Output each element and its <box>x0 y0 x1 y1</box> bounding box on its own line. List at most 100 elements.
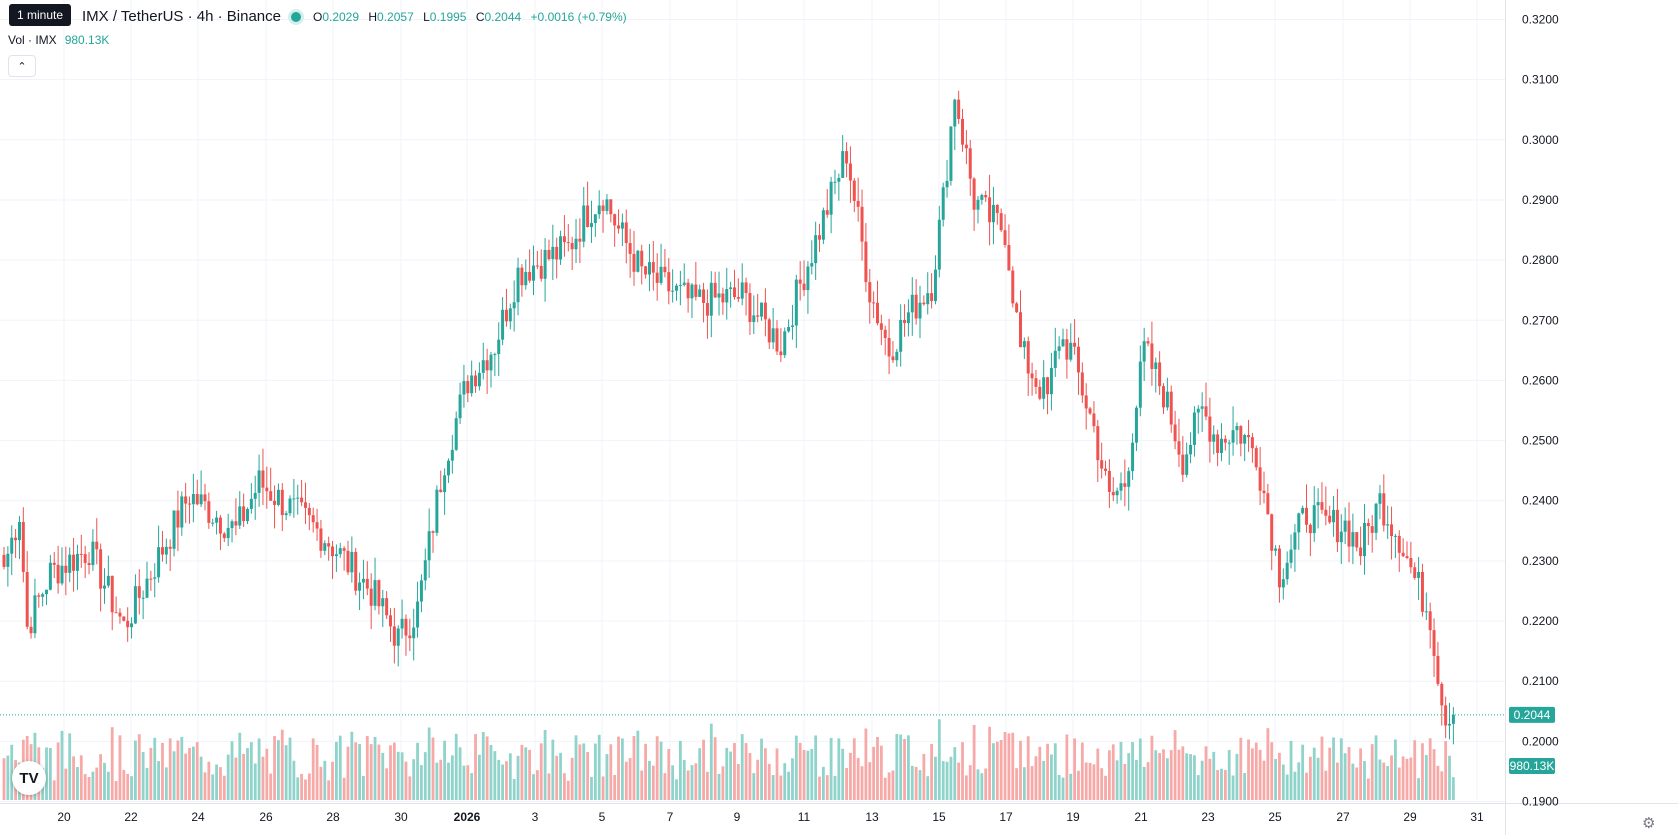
candle-body <box>95 541 99 550</box>
volume-bar <box>1347 747 1351 800</box>
volume-bar <box>1200 760 1204 800</box>
volume-bar <box>1386 766 1390 800</box>
volume-bar <box>879 745 883 800</box>
candle-body <box>400 618 404 629</box>
candle-body <box>1343 520 1347 532</box>
candle-body <box>841 151 845 178</box>
volume-bar <box>246 748 249 800</box>
volume-bar <box>474 734 477 800</box>
candle-body <box>1011 270 1015 304</box>
candle-body <box>1177 441 1181 455</box>
time-tick-label: 13 <box>865 810 879 824</box>
candle-body <box>783 331 787 356</box>
candle-body <box>682 282 686 285</box>
volume-bar <box>354 742 358 800</box>
collapse-legend-button[interactable]: ⌃ <box>8 55 36 77</box>
volume-bar <box>1301 744 1305 800</box>
candle-body <box>725 289 729 303</box>
candle-body <box>709 282 713 316</box>
volume-bar <box>1316 757 1320 800</box>
gear-icon[interactable]: ⚙ <box>1642 815 1656 832</box>
candle-body <box>675 285 679 291</box>
time-tick-label: 9 <box>734 810 741 824</box>
candle-body <box>273 500 277 505</box>
candle-body <box>288 498 292 514</box>
candle-body <box>941 187 945 220</box>
candle-body <box>21 522 25 572</box>
candle-body <box>1073 342 1077 347</box>
time-tick-label: 17 <box>999 810 1013 824</box>
candle-body <box>930 293 934 302</box>
volume-bar <box>1343 753 1347 800</box>
volume-bar <box>686 770 690 800</box>
candle-body <box>1274 548 1278 551</box>
volume-bar <box>1409 757 1413 800</box>
candle-body <box>1026 341 1030 374</box>
volume-bar <box>311 738 315 800</box>
volume-bar <box>709 723 713 800</box>
volume-bar <box>180 736 184 800</box>
candle-body <box>524 271 528 286</box>
candle-body <box>114 612 118 614</box>
volume-bar <box>1324 770 1328 800</box>
candle-body <box>1432 630 1436 656</box>
candle-body <box>829 181 833 215</box>
market-status-icon[interactable] <box>290 11 301 22</box>
volume-bar <box>207 761 211 800</box>
candle-body <box>988 197 992 223</box>
volume-value: 980.13K <box>64 33 110 47</box>
volume-bar <box>1417 778 1420 800</box>
volume-bar <box>126 773 130 800</box>
volume-bar <box>342 777 346 800</box>
volume-bar <box>543 729 547 800</box>
candle-body <box>752 315 756 323</box>
price-tick-label: 0.2800 <box>1522 253 1559 267</box>
candle-body <box>779 351 783 356</box>
volume-bar <box>675 779 678 800</box>
candle-body <box>1111 491 1115 496</box>
volume-bar <box>1428 738 1432 800</box>
volume-bar <box>110 727 114 800</box>
volume-legend[interactable]: Vol · IMX 980.13K <box>8 33 109 47</box>
volume-bar <box>1119 741 1123 800</box>
volume-bar <box>439 759 443 800</box>
volume-bar <box>319 766 323 800</box>
volume-bar <box>1289 740 1293 800</box>
volume-bar <box>1444 741 1448 800</box>
candle-body <box>887 337 891 357</box>
candle-body <box>1262 490 1266 494</box>
volume-bar <box>153 737 157 800</box>
candle-body <box>875 302 879 324</box>
symbol-title[interactable]: IMX / TetherUS · 4h · Binance <box>82 8 281 25</box>
volume-bar <box>512 779 516 800</box>
volume-bar <box>222 775 226 800</box>
candle-body <box>555 246 559 260</box>
candle-body <box>1138 361 1142 408</box>
candle-body <box>300 497 304 503</box>
candle-body <box>1305 507 1309 525</box>
volume-bar <box>845 768 848 800</box>
candle-body <box>408 635 412 639</box>
candle-body <box>961 118 965 145</box>
volume-bar <box>1084 762 1088 800</box>
volume-bar <box>1069 773 1073 800</box>
candle-body <box>578 238 582 242</box>
tradingview-logo-icon[interactable]: TV <box>12 761 46 795</box>
volume-bar <box>586 751 590 800</box>
candle-body <box>1285 562 1289 580</box>
volume-bar <box>435 762 439 800</box>
volume-bar <box>775 748 779 800</box>
candle-body <box>106 575 110 586</box>
volume-bar <box>1127 753 1131 800</box>
candle-body <box>1301 507 1305 514</box>
candle-body <box>964 144 968 149</box>
candle-body <box>1034 378 1038 387</box>
candle-body <box>60 565 64 584</box>
candle-body <box>767 319 771 343</box>
candle-body <box>995 204 999 214</box>
candle-body <box>1378 493 1382 504</box>
candle-body <box>1146 341 1150 344</box>
volume-bar <box>493 751 497 800</box>
candle-body <box>593 214 597 224</box>
